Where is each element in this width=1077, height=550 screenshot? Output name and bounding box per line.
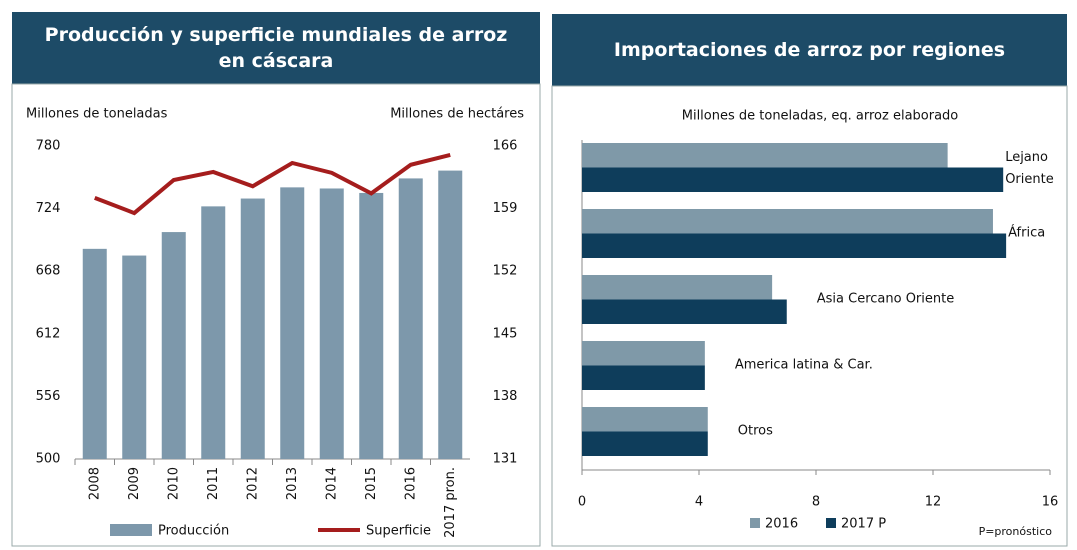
bar (280, 187, 305, 459)
bar (582, 143, 948, 168)
bar (82, 248, 107, 459)
bar (582, 431, 708, 456)
y-tick-label: 724 (36, 201, 61, 216)
x-tick-label: 2015 (364, 467, 379, 500)
y-axis-label: Millones de toneladas (26, 107, 168, 122)
panel-border (11, 83, 541, 547)
bar (582, 299, 787, 324)
y2-tick-label: 159 (493, 201, 518, 216)
y-tick-label: 780 (36, 139, 61, 154)
bar (582, 407, 708, 432)
bar (359, 192, 384, 459)
y2-tick-label: 131 (493, 452, 518, 467)
x-tick-label: 4 (695, 495, 703, 510)
category-label: America latina & Car. (735, 358, 873, 373)
y2-tick-label: 152 (493, 264, 518, 279)
y-tick-label: 500 (36, 452, 61, 467)
x-tick-label: 0 (578, 495, 586, 510)
y2-tick-label: 145 (493, 326, 518, 341)
category-label: Lejano Oriente (1005, 150, 1054, 187)
bar (240, 198, 265, 459)
legend-label: Producción (158, 524, 229, 539)
bar (319, 188, 344, 459)
legend-label: 2017 P (841, 517, 886, 532)
x-tick-label: 2017 pron. (443, 467, 458, 538)
x-tick-label: 2010 (166, 467, 181, 500)
y2-axis-label: Millones de hectáres (390, 107, 524, 122)
x-tick-label: 16 (1042, 495, 1059, 510)
y-tick-label: 612 (36, 326, 61, 341)
bar (582, 365, 705, 390)
category-label: Otros (738, 424, 773, 439)
x-tick-label: 2012 (245, 467, 260, 500)
y-tick-label: 668 (36, 264, 61, 279)
legend-label: Superficie (366, 524, 431, 539)
bar (582, 209, 993, 234)
bar (582, 341, 705, 366)
y2-tick-label: 138 (493, 389, 518, 404)
chart-title: Producción y superficie mundiales de arr… (12, 12, 540, 84)
y2-tick-label: 166 (493, 139, 518, 154)
x-tick-label: 2016 (403, 467, 418, 500)
bar (438, 170, 463, 460)
line (94, 153, 451, 216)
note: P=pronóstico (979, 525, 1053, 538)
y-tick-label: 556 (36, 389, 61, 404)
x-tick-label: 8 (812, 495, 820, 510)
x-tick-label: 2011 (206, 467, 221, 500)
legend-swatch (110, 524, 152, 536)
bar (582, 275, 773, 300)
subtitle: Millones de toneladas, eq. arroz elabora… (682, 109, 959, 124)
legend-swatch (826, 518, 836, 528)
bar (398, 178, 423, 460)
bar (582, 167, 1004, 192)
legend-label: 2016 (765, 517, 798, 532)
category-label: Asia Cercano Oriente (817, 292, 954, 307)
x-tick-label: 2014 (324, 467, 339, 500)
x-tick-label: 12 (925, 495, 942, 510)
bar (201, 206, 226, 459)
bar (582, 233, 1007, 258)
bar (161, 232, 186, 459)
x-tick-label: 2008 (87, 467, 102, 500)
x-tick-label: 2013 (285, 467, 300, 500)
x-tick-label: 2009 (127, 467, 142, 500)
panel-border (551, 85, 1068, 547)
chart-title: Importaciones de arroz por regiones (552, 14, 1067, 86)
category-label: África (1008, 225, 1045, 241)
legend-swatch (750, 518, 760, 528)
bar (122, 255, 147, 459)
